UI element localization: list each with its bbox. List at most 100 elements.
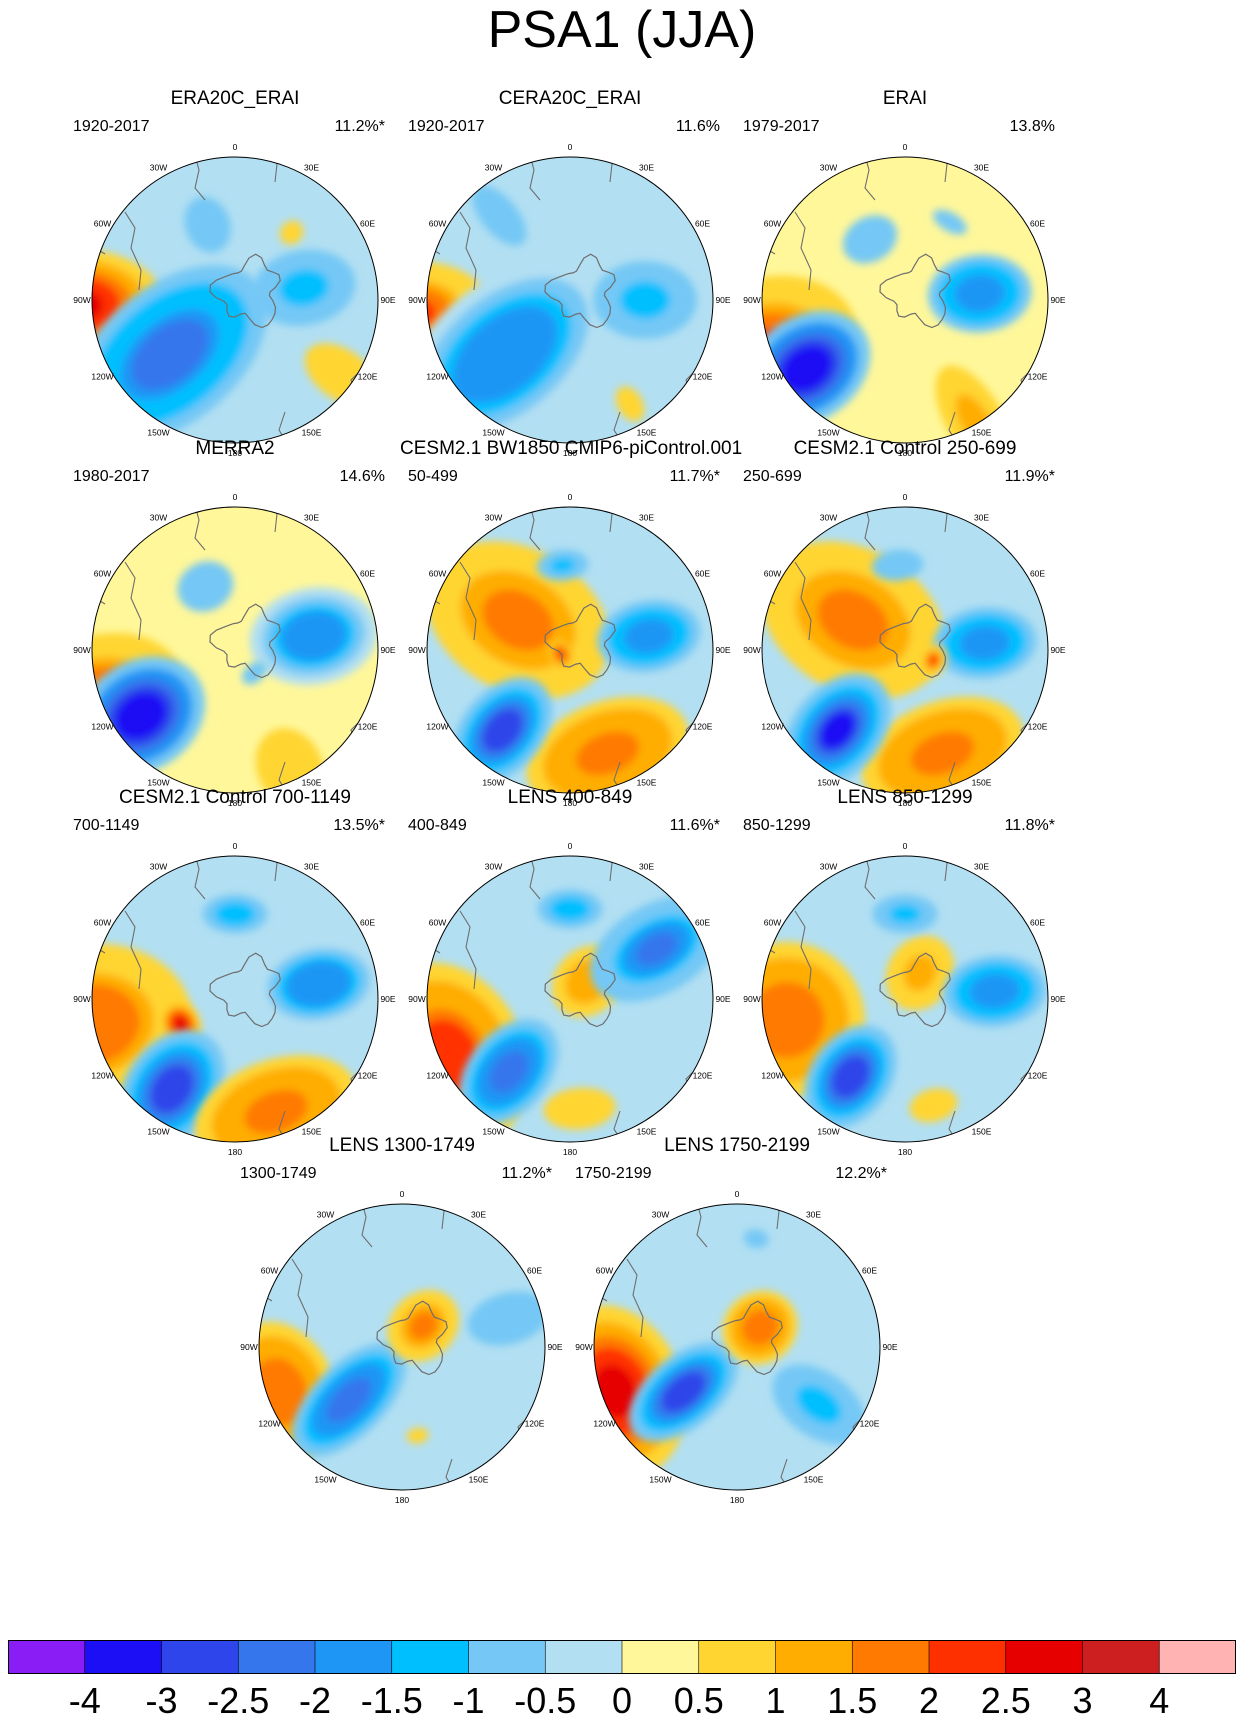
negative-anomaly — [536, 549, 589, 581]
map-border — [426, 156, 714, 444]
panel-cera20c-erai: CERA20C_ERAI 1920-2017 11.6% 0 30E 60E 90E 1… — [400, 88, 740, 468]
panel-title: CESM2.1 Control 700-1149 — [119, 787, 351, 808]
negative-anomaly — [467, 1291, 545, 1346]
antarctica-coastline — [879, 603, 951, 679]
longitude-label: 150W — [649, 1475, 671, 1485]
contour-band — [628, 622, 669, 651]
contour-band — [298, 970, 339, 999]
contour-band — [486, 201, 513, 231]
panel-lens-1300-1749: LENS 1300-1749 1300-1749 11.2%* 0 30E 60E 9… — [232, 1135, 572, 1515]
contour-band — [174, 1017, 188, 1032]
longitude-label: 180 — [395, 1495, 409, 1505]
contour-band — [120, 697, 161, 735]
contour-band — [283, 273, 324, 303]
map-border — [258, 1203, 546, 1491]
positive-anomaly — [909, 1088, 958, 1123]
longitude-label: 90E — [882, 1342, 897, 1352]
negative-anomaly — [597, 599, 701, 673]
panel-period: 850-1299 — [743, 817, 811, 834]
positive-anomaly — [543, 1087, 616, 1130]
longitude-label: 90E — [547, 1342, 562, 1352]
longitude-label: 180 — [228, 1147, 242, 1157]
contour-band — [959, 278, 1000, 309]
negative-anomaly — [254, 939, 378, 1030]
longitude-label: 0 — [568, 841, 573, 851]
contour-band — [482, 589, 554, 651]
longitude-label: 60E — [862, 1266, 877, 1276]
coastline — [685, 539, 711, 567]
longitude-label: 60W — [94, 918, 111, 928]
panel-period: 400-849 — [408, 817, 467, 834]
longitude-label: 30E — [471, 1210, 486, 1220]
longitude-label: 60W — [429, 918, 446, 928]
panel-title: ERAI — [882, 88, 928, 109]
longitude-label: 180 — [730, 1495, 744, 1505]
longitude-label: 30E — [639, 513, 654, 523]
contour-band — [408, 1429, 427, 1442]
panel-merra2: MERRA2 1980-2017 14.6% 0 30E 60E 90E 120E 150… — [65, 438, 405, 818]
panel-title: CESM2.1 BW1850 CMIP6-piControl.001 — [400, 438, 743, 459]
longitude-label: 120W — [761, 372, 783, 382]
contour-band — [892, 906, 918, 922]
panel-title: MERRA2 — [195, 438, 275, 459]
coastline — [794, 910, 812, 990]
panel-variance: 11.6% — [675, 118, 720, 135]
coastline — [772, 1204, 780, 1230]
positive-anomaly — [279, 220, 304, 245]
contour-band — [911, 731, 975, 776]
coastline — [1020, 888, 1046, 916]
longitude-label: 150E — [972, 778, 992, 788]
longitude-label: 60W — [261, 1266, 278, 1276]
longitude-label: 120W — [761, 1071, 783, 1081]
colorbar-segment — [775, 1640, 853, 1674]
coastline — [605, 856, 613, 882]
coastline — [626, 1258, 644, 1338]
coastline — [124, 561, 142, 641]
contour-band — [746, 1231, 767, 1247]
coastline — [459, 561, 477, 641]
contour-band — [557, 901, 583, 917]
longitude-label: 120E — [693, 1071, 713, 1081]
negative-anomaly — [177, 561, 234, 612]
contour-band — [936, 212, 964, 233]
map-border — [761, 855, 1049, 1143]
contour-band — [487, 713, 518, 747]
longitude-label: 150W — [147, 778, 169, 788]
panel-lens-850-1299: LENS 850-1299 850-1299 11.8%* 0 30E 60E 90E… — [735, 787, 1075, 1167]
longitude-label: 30E — [304, 513, 319, 523]
colorbar-tick: 1.5 — [827, 1680, 878, 1721]
contour-band — [974, 977, 1015, 1006]
panel-cesm-bw1850: CESM2.1 BW1850 CMIP6-piControl.001 50-49… — [400, 438, 743, 818]
negative-anomaly — [804, 1025, 897, 1129]
longitude-label: 60W — [429, 569, 446, 579]
longitude-label: 90W — [73, 645, 90, 655]
panel-variance: 11.7%* — [669, 468, 720, 485]
coastline — [605, 507, 613, 533]
longitude-label: 90E — [1050, 645, 1065, 655]
coastline — [1020, 189, 1046, 217]
positive-anomaly — [885, 935, 955, 1011]
longitude-label: 120E — [693, 372, 713, 382]
coastline — [517, 1236, 543, 1264]
colorbar-segment — [84, 1640, 162, 1674]
contour-band — [493, 1055, 525, 1089]
longitude-label: 180 — [898, 1147, 912, 1157]
panel-variance: 14.6% — [339, 468, 385, 485]
longitude-label: 0 — [903, 841, 908, 851]
polar-map: 0 30E 60E 90E 120E 150E 180 150W 120W 90W 60W 30W — [743, 841, 1066, 1157]
longitude-label: 150W — [147, 1127, 169, 1137]
map-border — [761, 156, 1049, 444]
contour-band — [800, 1388, 837, 1420]
contour-band — [293, 620, 334, 652]
panel-period: 1980-2017 — [73, 468, 150, 485]
longitude-label: 90W — [743, 645, 760, 655]
coastline — [124, 910, 142, 990]
longitude-label: 120E — [693, 722, 713, 732]
longitude-label: 120W — [761, 722, 783, 732]
panel-cesm-250-699: CESM2.1 Control 250-699 250-699 11.9%* 0… — [735, 438, 1075, 818]
coastline — [270, 507, 278, 533]
coastline — [685, 888, 711, 916]
longitude-label: 60E — [1030, 918, 1045, 928]
longitude-label: 120W — [91, 372, 113, 382]
map-border — [426, 855, 714, 1143]
